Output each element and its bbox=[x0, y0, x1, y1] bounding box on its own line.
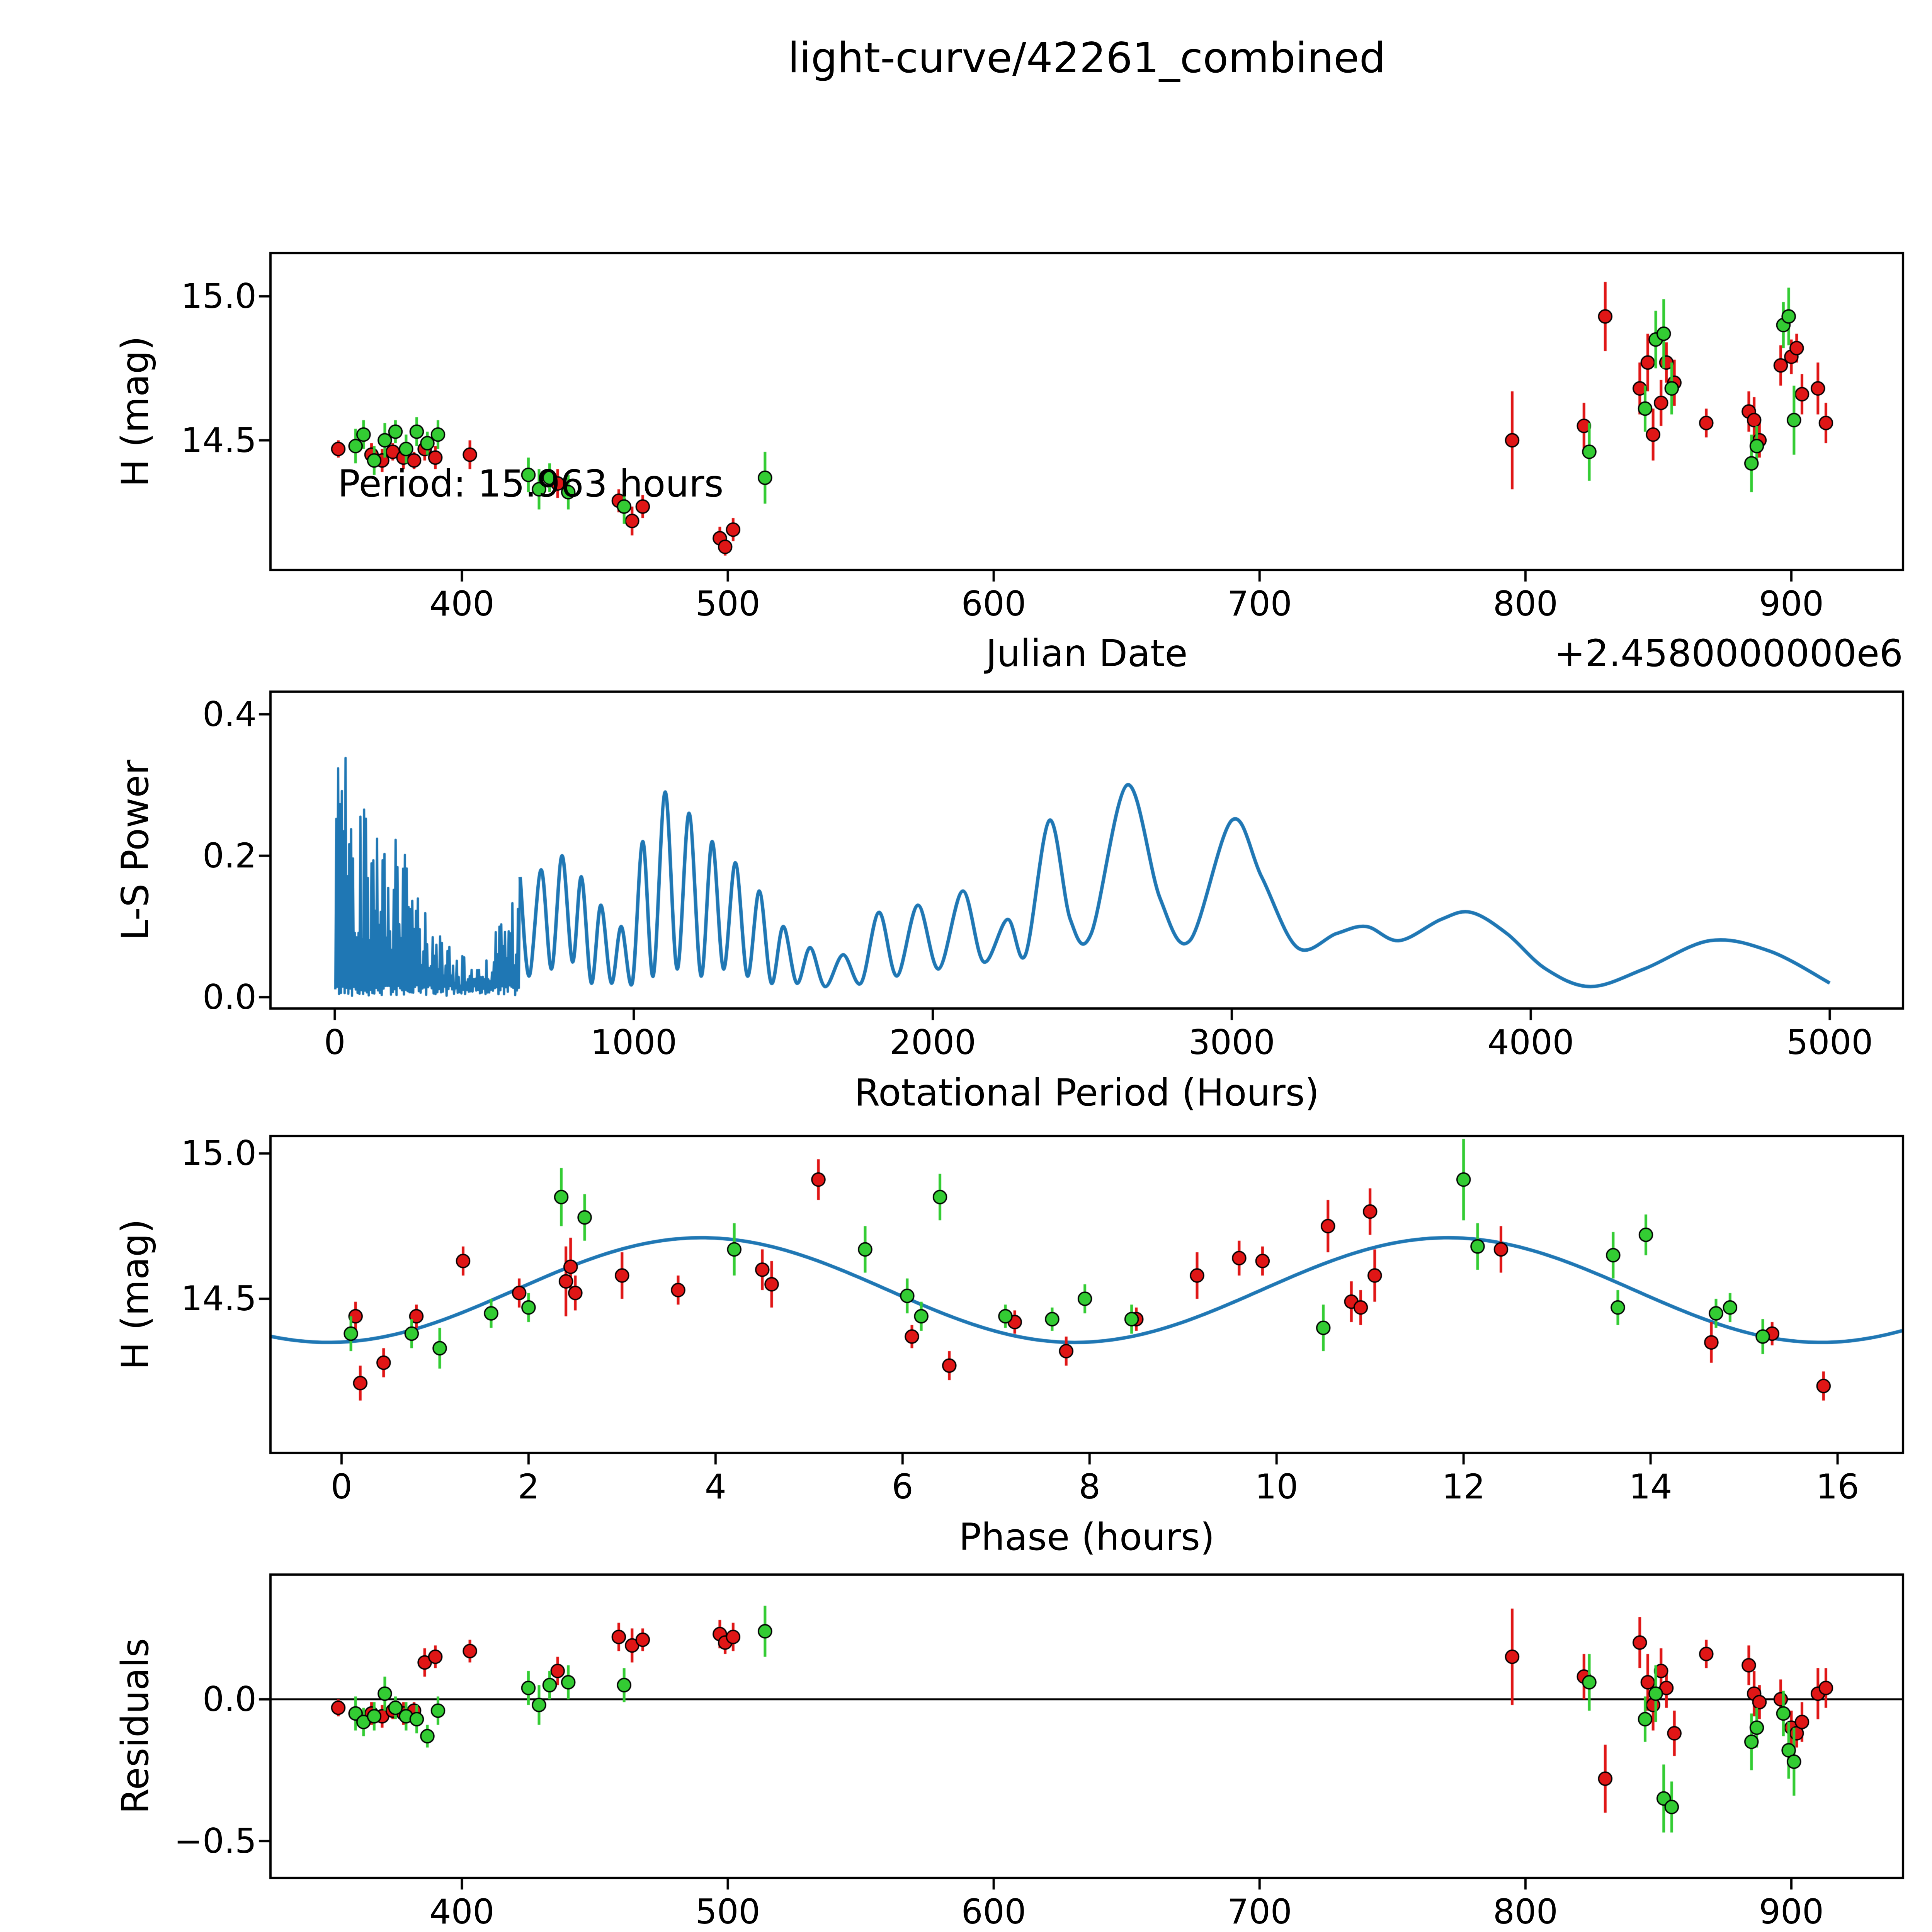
panel1-xlabel: Julian Date bbox=[986, 632, 1188, 675]
x-tick-label: 4 bbox=[704, 1467, 726, 1507]
x-tick-label: 4000 bbox=[1487, 1022, 1574, 1062]
y-tick-label: 14.5 bbox=[181, 420, 257, 460]
y-tick-label: 0.0 bbox=[202, 1679, 257, 1719]
x-tick-label: 600 bbox=[961, 1892, 1026, 1932]
x-tick-label: 800 bbox=[1493, 1892, 1558, 1932]
y-tick-label: 15.0 bbox=[181, 276, 257, 316]
y-tick-label: 0.4 bbox=[202, 694, 257, 734]
panel3-xlabel: Phase (hours) bbox=[959, 1515, 1215, 1559]
y-tick-label: −0.5 bbox=[174, 1821, 257, 1861]
x-tick-label: 0 bbox=[330, 1467, 352, 1507]
x-tick-label: 10 bbox=[1255, 1467, 1298, 1507]
x-tick-label: 700 bbox=[1227, 1892, 1292, 1932]
x-tick-label: 8 bbox=[1078, 1467, 1100, 1507]
x-tick-label: 900 bbox=[1759, 1892, 1824, 1932]
panel1-ylabel: H (mag) bbox=[114, 336, 157, 487]
x-tick-label: 16 bbox=[1816, 1467, 1859, 1507]
panel4-ylabel: Residuals bbox=[114, 1638, 157, 1814]
x-tick-label: 2 bbox=[517, 1467, 539, 1507]
x-tick-label: 2000 bbox=[889, 1022, 976, 1062]
y-tick-label: 0.0 bbox=[202, 977, 257, 1017]
x-tick-label: 800 bbox=[1493, 584, 1558, 624]
x-tick-label: 900 bbox=[1759, 584, 1824, 624]
x-tick-label: 14 bbox=[1629, 1467, 1672, 1507]
panel2-xlabel: Rotational Period (Hours) bbox=[854, 1071, 1320, 1114]
period-annotation: Period: 15.963 hours bbox=[338, 462, 724, 505]
figure-title: light-curve/42261_combined bbox=[787, 34, 1386, 82]
x-tick-label: 1000 bbox=[590, 1022, 677, 1062]
x-tick-label: 500 bbox=[695, 584, 760, 624]
x-tick-label: 3000 bbox=[1188, 1022, 1275, 1062]
y-tick-label: 15.0 bbox=[181, 1133, 257, 1173]
x-tick-label: 500 bbox=[695, 1892, 760, 1932]
x-tick-label: 6 bbox=[891, 1467, 913, 1507]
x-tick-label: 12 bbox=[1442, 1467, 1485, 1507]
panel1-x-offset-label: +2.4580000000e6 bbox=[1554, 632, 1903, 675]
x-tick-label: 5000 bbox=[1786, 1022, 1873, 1062]
x-tick-label: 700 bbox=[1227, 584, 1292, 624]
x-tick-label: 400 bbox=[429, 1892, 495, 1932]
x-tick-label: 600 bbox=[961, 584, 1026, 624]
x-tick-label: 0 bbox=[324, 1022, 346, 1062]
x-tick-label: 400 bbox=[429, 584, 495, 624]
y-tick-label: 14.5 bbox=[181, 1279, 257, 1319]
y-tick-label: 0.2 bbox=[202, 835, 257, 876]
